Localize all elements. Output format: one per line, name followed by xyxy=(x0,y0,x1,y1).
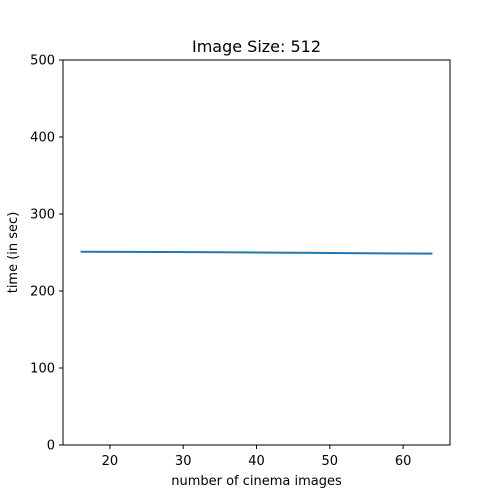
y-tick-label: 500 xyxy=(30,54,55,69)
y-tick-label: 100 xyxy=(30,362,55,377)
x-tick-label: 30 xyxy=(175,454,192,469)
x-tick-label: 50 xyxy=(322,454,339,469)
x-tick-label: 40 xyxy=(248,454,265,469)
y-tick-label: 0 xyxy=(47,439,55,454)
x-tick-label: 20 xyxy=(102,454,119,469)
y-tick-label: 400 xyxy=(30,131,55,146)
plot-area: 20 30 40 50 60 0 100 200 300 400 500 xyxy=(30,54,451,469)
x-axis-ticks: 20 30 40 50 60 xyxy=(102,445,412,469)
chart-title: Image Size: 512 xyxy=(192,37,321,56)
series-layer xyxy=(80,250,433,255)
y-axis-label: time (in sec) xyxy=(6,212,21,294)
x-axis-label: number of cinema images xyxy=(171,474,342,489)
y-tick-label: 200 xyxy=(30,285,55,300)
x-tick-label: 60 xyxy=(395,454,412,469)
y-tick-label: 300 xyxy=(30,208,55,223)
series-line xyxy=(80,250,433,255)
y-axis-ticks: 0 100 200 300 400 500 xyxy=(30,54,63,454)
